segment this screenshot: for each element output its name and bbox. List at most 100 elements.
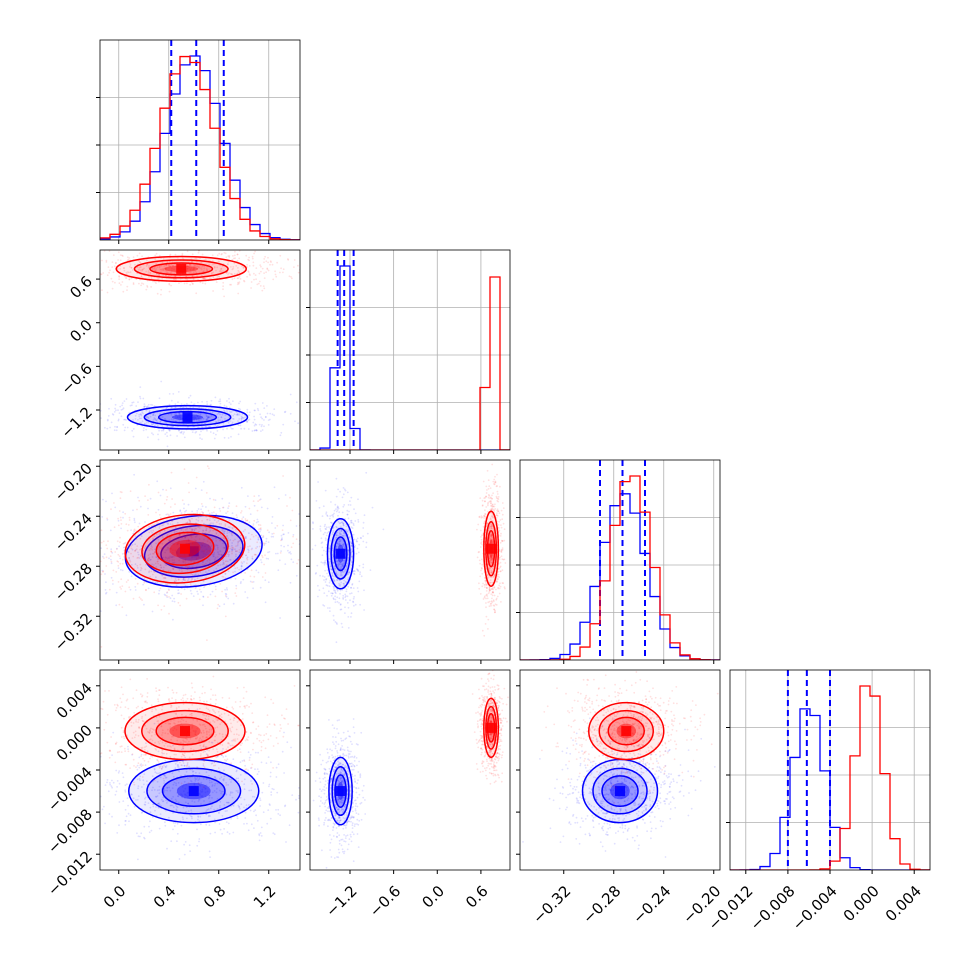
scatter-point: [478, 515, 481, 518]
scatter-point: [255, 547, 257, 550]
scatter-point: [235, 514, 238, 516]
scatter-point: [134, 549, 137, 552]
scatter-point: [194, 779, 197, 782]
scatter-point: [31, 272, 33, 274]
scatter-point: [119, 536, 121, 539]
scatter-point: [198, 776, 201, 779]
scatter-point: [195, 430, 198, 433]
scatter-point: [118, 801, 121, 803]
scatter-point: [92, 268, 94, 270]
scatter-point: [197, 251, 200, 254]
scatter-point: [110, 277, 113, 280]
scatter-point: [478, 559, 481, 562]
scatter-point: [298, 797, 300, 799]
scatter-point: [224, 560, 227, 563]
scatter-point: [161, 267, 164, 270]
scatter-point: [173, 268, 175, 271]
scatter-point: [132, 401, 135, 404]
scatter-point: [337, 560, 339, 562]
scatter-point: [496, 595, 499, 598]
scatter-point: [110, 550, 112, 553]
scatter-point: [180, 528, 183, 531]
scatter-point: [272, 535, 275, 538]
scatter-point: [337, 543, 340, 545]
scatter-point: [200, 823, 202, 826]
scatter-point: [152, 529, 155, 532]
scatter-point: [490, 527, 493, 529]
scatter-point: [102, 555, 104, 558]
scatter-point: [180, 246, 182, 248]
scatter-point: [226, 831, 229, 834]
scatter-point: [83, 394, 85, 396]
scatter-point: [347, 559, 349, 562]
scatter-point: [105, 591, 108, 594]
scatter-point: [335, 525, 337, 528]
scatter-point: [334, 538, 337, 540]
scatter-point: [235, 505, 238, 508]
scatter-point: [166, 592, 168, 594]
scatter-point: [248, 273, 251, 275]
scatter-point: [303, 571, 305, 573]
scatter-point: [151, 563, 154, 566]
scatter-point: [137, 401, 139, 403]
scatter-point: [290, 276, 292, 278]
scatter-point: [103, 553, 106, 555]
scatter-point: [319, 574, 321, 577]
scatter-point: [147, 559, 149, 561]
scatter-point: [131, 544, 134, 546]
scatter-point: [485, 590, 488, 592]
scatter-point: [226, 564, 229, 567]
scatter-point: [165, 271, 168, 274]
scatter-point: [204, 553, 207, 556]
scatter-point: [488, 590, 491, 593]
scatter-point: [323, 562, 326, 564]
scatter-point: [144, 422, 146, 425]
scatter-point: [222, 748, 224, 750]
scatter-point: [257, 500, 259, 502]
scatter-point: [177, 391, 180, 393]
scatter-point: [208, 416, 211, 419]
scatter-point: [183, 579, 186, 582]
scatter-point: [334, 568, 336, 571]
scatter-point: [178, 420, 181, 423]
scatter-point: [479, 575, 482, 578]
scatter-point: [260, 527, 262, 529]
scatter-point: [158, 397, 161, 400]
scatter-point: [204, 788, 207, 790]
scatter-point: [489, 508, 492, 511]
scatter-point: [210, 741, 213, 744]
scatter-point: [312, 522, 314, 525]
scatter-point: [488, 494, 491, 497]
scatter-point: [168, 403, 171, 406]
scatter-point: [221, 413, 224, 416]
scatter-point: [228, 531, 231, 534]
scatter-point: [339, 608, 342, 611]
scatter-point: [164, 556, 167, 559]
scatter-point: [262, 285, 265, 287]
scatter-point: [267, 557, 270, 560]
scatter-point: [121, 772, 124, 774]
scatter-point: [497, 510, 500, 513]
scatter-point: [149, 553, 152, 555]
scatter-point: [148, 570, 151, 573]
scatter-point: [139, 563, 142, 566]
scatter-point: [151, 525, 154, 527]
scatter-point: [351, 548, 353, 550]
scatter-point: [236, 272, 239, 275]
scatter-point: [130, 266, 133, 269]
scatter-point: [154, 548, 156, 551]
scatter-point: [153, 267, 156, 270]
scatter-point: [179, 555, 182, 558]
scatter-point: [490, 502, 492, 505]
scatter-point: [191, 528, 194, 531]
scatter-point: [218, 261, 221, 263]
scatter-point: [167, 570, 170, 572]
scatter-point: [292, 542, 295, 545]
scatter-point: [244, 518, 247, 520]
scatter-point: [171, 556, 174, 559]
scatter-point: [161, 416, 164, 418]
scatter-point: [126, 273, 128, 276]
scatter-point: [165, 595, 168, 597]
scatter-point: [207, 415, 210, 418]
scatter-point: [180, 409, 183, 412]
